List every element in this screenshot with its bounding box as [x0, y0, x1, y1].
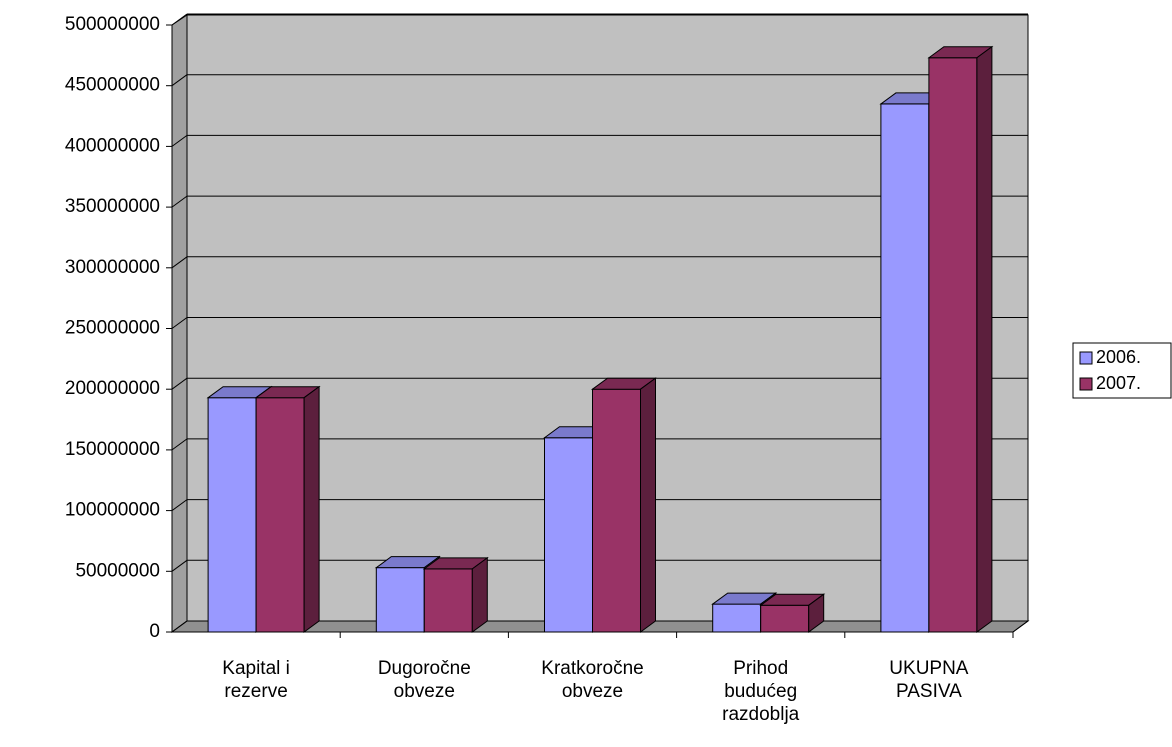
- bar: [422, 556, 489, 633]
- x-tick-label: Kapital i rezerve: [222, 658, 290, 702]
- legend-label: 2006.: [1096, 347, 1141, 367]
- grid-line: [171, 195, 188, 208]
- grid-line: [171, 559, 188, 572]
- bar-side: [640, 377, 656, 633]
- bar-side: [471, 556, 488, 633]
- grid-line: [171, 438, 188, 451]
- bar-front: [880, 103, 930, 633]
- y-tick-label: 50000000: [75, 560, 160, 581]
- legend-swatch: [1079, 377, 1093, 391]
- bar-front: [760, 604, 810, 633]
- x-tick: [1012, 620, 1029, 633]
- y-tick-label: 450000000: [65, 75, 160, 96]
- bar-front: [592, 388, 641, 633]
- y-tick-label: 400000000: [65, 135, 160, 156]
- bar: [759, 593, 826, 633]
- grid-line: [171, 620, 188, 633]
- bar-front: [712, 603, 762, 633]
- grid-line: [171, 134, 188, 147]
- y-tick-label: 350000000: [65, 196, 160, 217]
- y-tick-label: 200000000: [65, 378, 160, 399]
- x-tick-label: Dugoročne obveze: [377, 658, 471, 702]
- y-tick-label: 500000000: [65, 14, 160, 35]
- bar-front: [928, 57, 978, 633]
- x-tick-label: Kratkoročne obveze: [541, 658, 644, 702]
- legend-swatch: [1079, 351, 1093, 365]
- grid-line: [171, 256, 188, 269]
- grid-line: [171, 74, 188, 87]
- x-tick-label: UKUPNA PASIVA: [889, 658, 969, 702]
- grid-line: [171, 317, 188, 329]
- y-tick-label: 100000000: [65, 500, 160, 521]
- bar: [590, 377, 658, 633]
- y-tick-label: 300000000: [65, 257, 160, 278]
- bar-front: [375, 567, 425, 633]
- grid-line: [171, 13, 188, 26]
- bar-side: [976, 45, 993, 633]
- grid-line: [171, 377, 188, 390]
- bar: [254, 385, 321, 633]
- y-tick-label: 0: [149, 621, 160, 642]
- bar-front: [544, 437, 593, 633]
- bar-side: [303, 385, 320, 633]
- bar: [927, 45, 994, 633]
- bar-front: [423, 568, 473, 633]
- y-tick-label: 250000000: [65, 318, 160, 339]
- bar-side: [808, 593, 825, 633]
- bar-front: [207, 397, 257, 633]
- legend-label: 2007.: [1096, 373, 1141, 393]
- y-tick-label: 150000000: [65, 439, 160, 460]
- grid-line: [171, 499, 188, 512]
- bar-front: [255, 397, 305, 633]
- x-tick-label: Prihod budućeg razdoblja: [722, 658, 800, 725]
